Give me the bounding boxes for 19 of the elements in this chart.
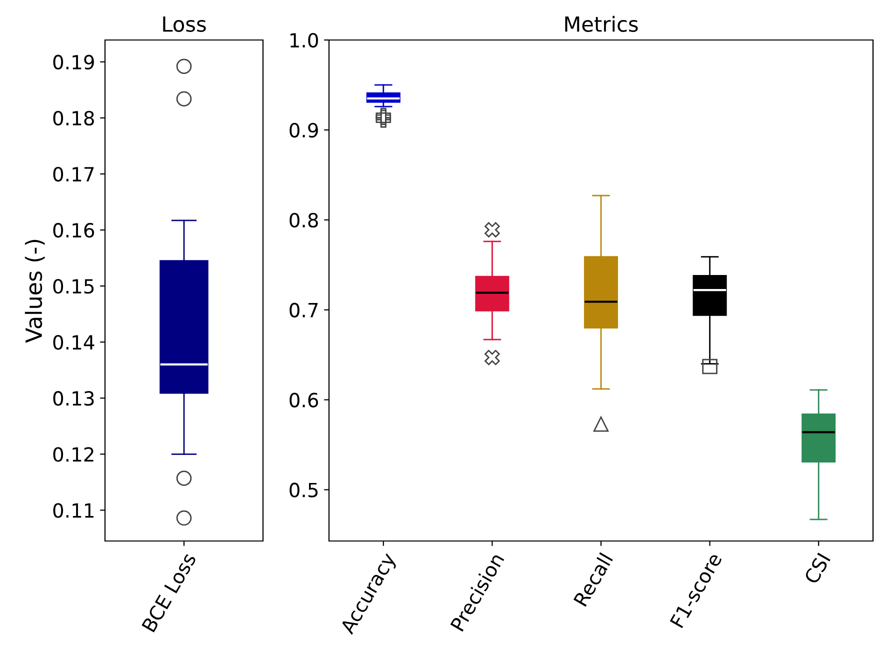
y-tick-label: 0.9 <box>290 122 318 138</box>
y-tick-label: 0.8 <box>290 212 318 228</box>
y-tick-label: 0.17 <box>53 166 94 182</box>
chart-title: Loss <box>163 16 206 32</box>
y-tick-label: 0.19 <box>53 54 94 70</box>
y-tick-label: 0.16 <box>53 222 94 238</box>
y-tick-label: 0.6 <box>290 392 318 408</box>
y-tick-label: 1.0 <box>290 32 318 48</box>
y-tick-label: 0.18 <box>53 110 94 126</box>
y-tick-label: 0.7 <box>290 302 318 318</box>
y-tick-label: 0.15 <box>53 278 94 294</box>
y-tick-label: 0.5 <box>290 482 318 498</box>
y-axis-title: Values (-) <box>24 240 45 343</box>
y-tick-label: 0.11 <box>53 503 94 518</box>
chart-title: Metrics <box>565 16 638 32</box>
y-tick-label: 0.14 <box>53 335 94 350</box>
y-tick-label: 0.12 <box>53 447 94 462</box>
y-tick-label: 0.13 <box>53 391 94 406</box>
x-tick-label: CSI <box>804 552 831 585</box>
